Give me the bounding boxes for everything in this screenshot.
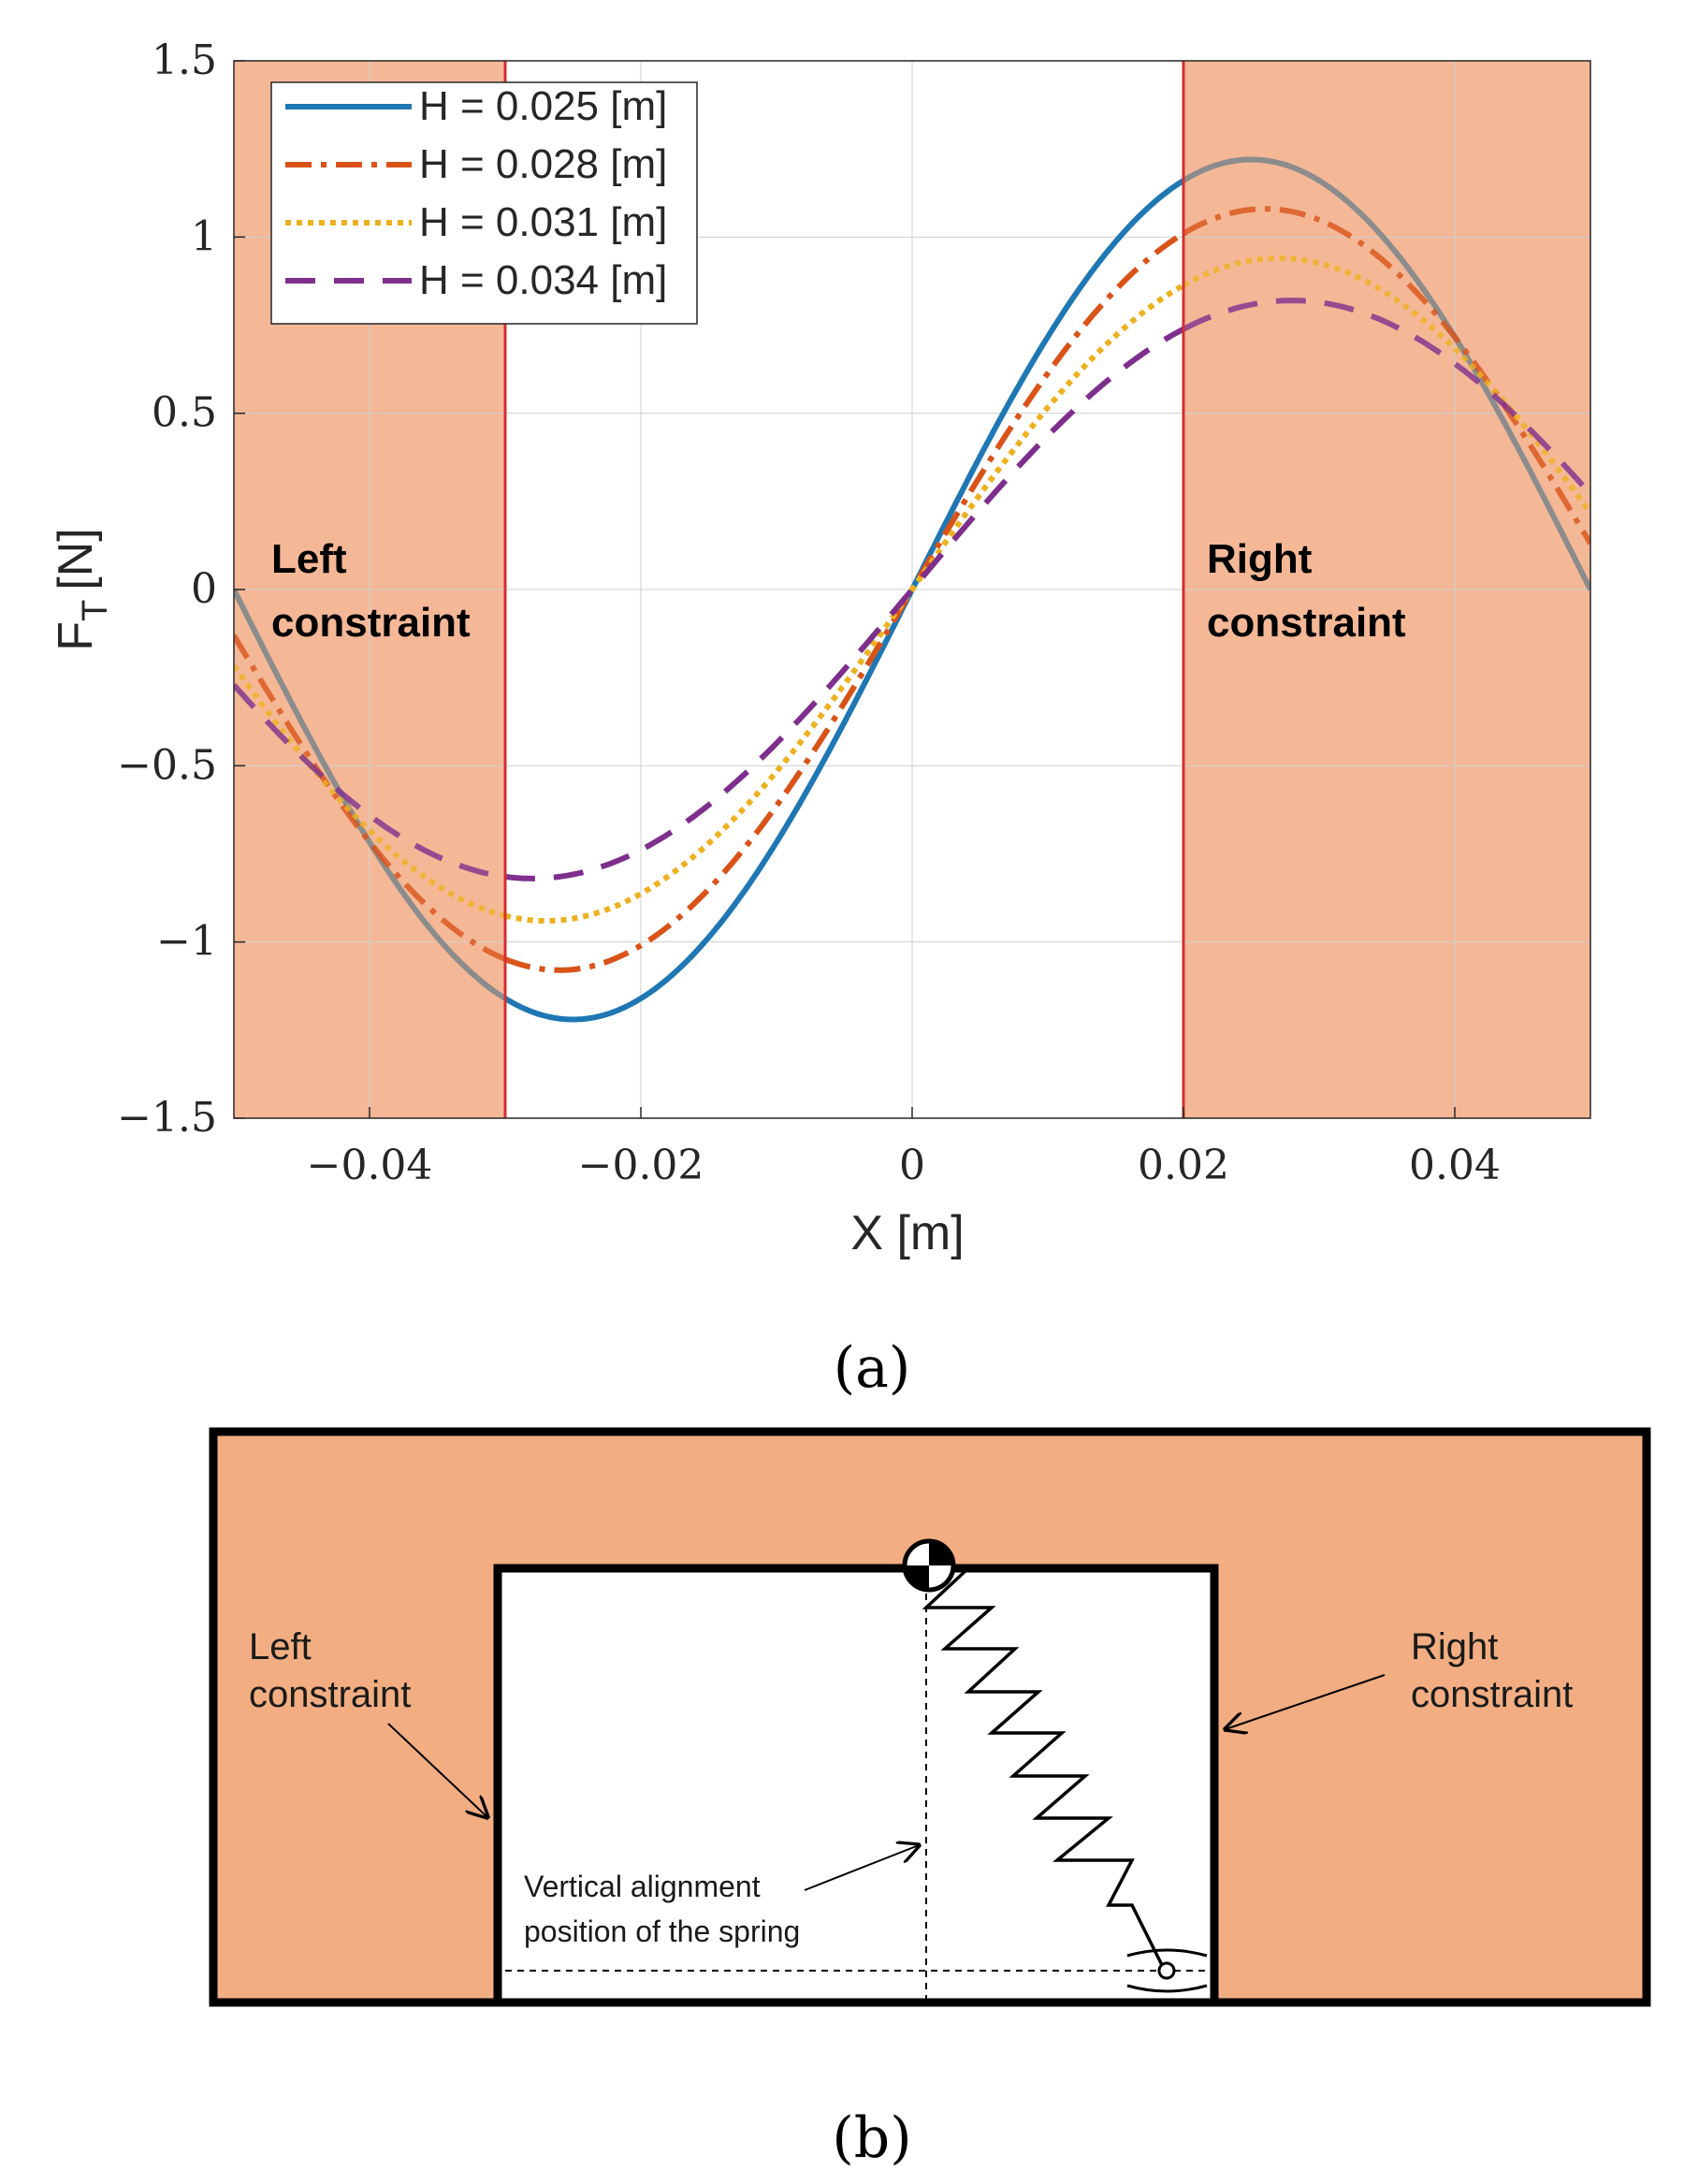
y-axis-label-main: F: [49, 621, 103, 651]
right-constraint-label-line1: Right: [1207, 536, 1313, 582]
y-axis-label: FT [N]: [49, 528, 115, 650]
legend-label: H = 0.025 [m]: [419, 83, 667, 129]
legend-label: H = 0.028 [m]: [419, 141, 667, 187]
alignment-note-line1: Vertical alignment: [524, 1870, 761, 1903]
alignment-arrow: [804, 1845, 919, 1891]
legend: H = 0.025 [m] H = 0.028 [m] H = 0.031 [m] H…: [270, 81, 698, 325]
svg-text:FT[N]: FT [N]: [49, 528, 115, 650]
series-line-left-outside: [234, 633, 507, 962]
left-constraint-label-line2: constraint: [271, 600, 471, 646]
x-tick-label: 0: [899, 1142, 925, 1189]
x-tick-label: 0.02: [1138, 1142, 1229, 1189]
series-line-left-outside: [234, 663, 506, 919]
x-tick-label: 0.04: [1409, 1142, 1501, 1189]
series-line-left-outside: [234, 683, 506, 880]
series-line: [503, 178, 1185, 1023]
series-line-right-outside: [1182, 255, 1590, 516]
right-constraint-arrow: [1226, 1674, 1386, 1729]
series-line: [503, 231, 1185, 973]
y-tick-label: 1: [191, 212, 217, 260]
y-tick-label: 0: [191, 565, 217, 613]
alignment-note-line2: position of the spring: [524, 1915, 800, 1948]
y-axis-label-sub: T: [76, 600, 115, 621]
series-line: [504, 327, 1185, 881]
left-constraint-label-line1: Left: [271, 536, 347, 582]
y-tick-label: 0.5: [152, 389, 217, 437]
diagram-left-label-line1: Left: [249, 1626, 312, 1667]
diagram-left-label-line2: constraint: [249, 1674, 411, 1715]
y-tick-label: 1.5: [152, 36, 217, 84]
axis-ticks: −0.04 −0.02 0 0.02 0.04 −1.5 −1 −0.5 0 0.5 1 1.5: [117, 36, 1501, 1189]
legend-label: H = 0.034 [m]: [419, 257, 667, 303]
series-line: [504, 283, 1185, 925]
x-tick-label: −0.04: [307, 1142, 433, 1189]
inner-cavity: [493, 1564, 1219, 2007]
spring: [922, 1564, 1167, 1972]
y-tick-label: −0.5: [117, 741, 217, 789]
x-tick-label: −0.02: [578, 1142, 704, 1189]
series-line-right-outside: [1182, 156, 1590, 591]
right-constraint-label-line2: constraint: [1207, 600, 1406, 646]
x-axis-label: X [m]: [850, 1206, 964, 1260]
legend-label: H = 0.031 [m]: [419, 199, 667, 245]
caption-b: (b): [832, 2105, 911, 2171]
y-tick-label: −1: [156, 918, 217, 966]
y-tick-label: −1.5: [117, 1094, 217, 1142]
roller-support-icon: [1126, 1948, 1208, 1993]
diagram-right-label-line1: Right: [1411, 1626, 1498, 1667]
series-line-right-outside: [1182, 206, 1590, 546]
series-lines: [234, 156, 1590, 1023]
series-line-right-outside: [1182, 298, 1590, 496]
left-constraint-arrow: [387, 1723, 487, 1817]
series-line-left-outside: [234, 588, 507, 1001]
y-axis-label-unit: [N]: [49, 528, 103, 590]
center-of-mass-icon: [902, 1538, 956, 1593]
diagram-right-label-line2: constraint: [1411, 1674, 1573, 1715]
chart-panel-a: −0.04 −0.02 0 0.02 0.04 −1.5 −1 −0.5 0 0.5 1 1.5 Le…: [49, 36, 1591, 1260]
caption-a: (a): [834, 1335, 911, 1401]
diagram-panel-b: Left constraint Right constraint Vertica…: [209, 1427, 1651, 2007]
